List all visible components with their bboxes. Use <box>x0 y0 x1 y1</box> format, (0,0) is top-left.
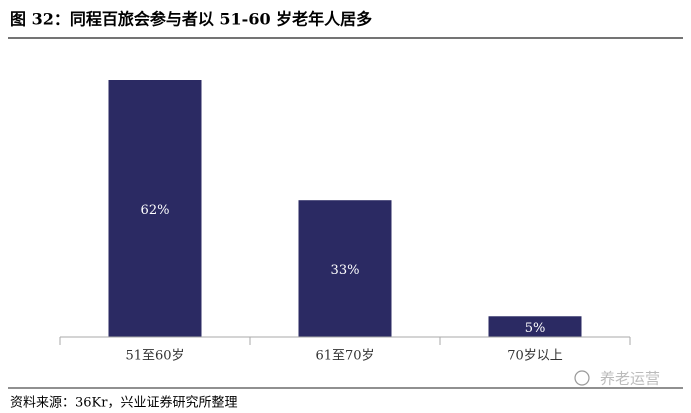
watermark: 养老运营 <box>600 370 660 388</box>
bar <box>108 80 202 337</box>
watermark-group: 养老运营 <box>574 370 660 388</box>
x-tick-label: 70岁以上 <box>507 349 563 364</box>
value-label: 62% <box>141 203 170 218</box>
value-label: 33% <box>331 263 360 278</box>
bar <box>488 316 582 337</box>
x-tick-label: 51至60岁 <box>125 349 184 364</box>
source: 资料来源：36Kr，兴业证券研究所整理 <box>10 395 237 411</box>
chart-title: 图 32：同程百旅会参与者以 51-60 岁老年人居多 <box>10 10 372 29</box>
watermark-icon <box>574 370 590 386</box>
bar <box>298 200 392 337</box>
x-tick-label: 61至70岁 <box>315 349 374 364</box>
value-label: 5% <box>525 321 546 336</box>
